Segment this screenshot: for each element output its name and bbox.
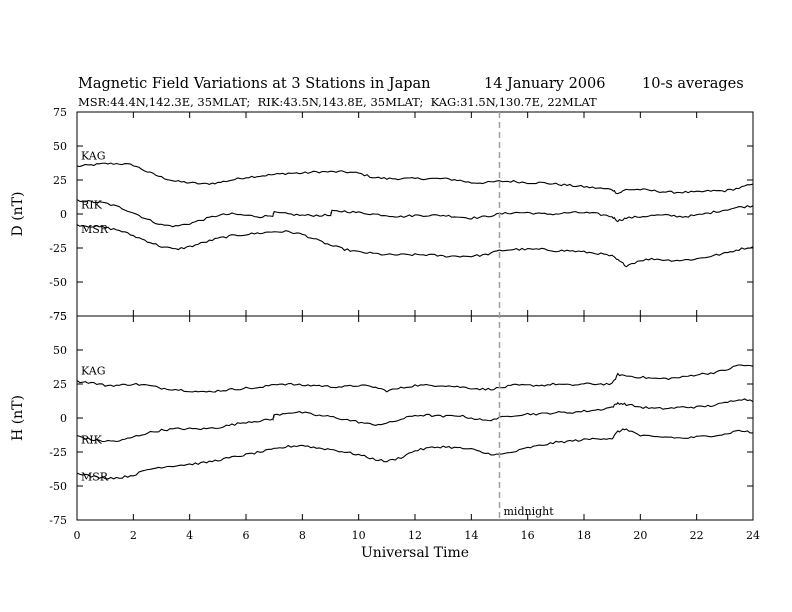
x-tick-label: 2 — [130, 529, 137, 542]
series-label-msr: MSR — [81, 223, 109, 236]
x-tick-label: 12 — [408, 529, 422, 542]
chart-subtitle: MSR:44.4N,142.3E, 35MLAT; RIK:43.5N,143.… — [78, 95, 597, 109]
x-tick-label: 16 — [521, 529, 535, 542]
series-line-msr — [76, 428, 754, 480]
x-tick-label: 8 — [299, 529, 306, 542]
midnight-label: midnight — [504, 505, 555, 518]
y-tick-label: 75 — [53, 310, 67, 323]
chart-title: Magnetic Field Variations at 3 Stations … — [78, 76, 431, 92]
y-tick-label: 50 — [53, 344, 67, 357]
y-tick-label: 75 — [53, 106, 67, 119]
y-tick-label: 0 — [60, 412, 67, 425]
chart-date: 14 January 2006 — [484, 76, 605, 92]
chart-averaging: 10-s averages — [642, 76, 744, 92]
series-line-rik — [76, 199, 754, 228]
series-label-kag: KAG — [81, 149, 106, 162]
panel-frame — [76, 315, 754, 521]
chart-titles: Magnetic Field Variations at 3 Stations … — [78, 76, 744, 109]
panel-frame — [76, 111, 754, 317]
y-tick-label: 50 — [53, 140, 67, 153]
x-axis-title: Universal Time — [361, 545, 469, 561]
x-tick-label: 4 — [186, 529, 193, 542]
series-line-kag — [76, 364, 754, 393]
x-tick-label: 14 — [464, 529, 478, 542]
x-tick-label: 0 — [74, 529, 81, 542]
x-tick-label: 24 — [746, 529, 760, 542]
y-axis-title: D (nT) — [10, 192, 26, 237]
y-axis-title: H (nT) — [10, 395, 26, 441]
y-tick-label: -50 — [49, 276, 67, 289]
x-tick-label: 10 — [352, 529, 366, 542]
x-tick-label: 20 — [633, 529, 647, 542]
y-tick-label: -25 — [49, 242, 67, 255]
series-line-msr — [76, 224, 754, 268]
y-tick-label: -50 — [49, 480, 67, 493]
series-label-rik: RIK — [81, 198, 103, 211]
y-tick-label: 25 — [53, 378, 67, 391]
series-line-rik — [76, 398, 754, 443]
series-label-kag: KAG — [81, 364, 106, 377]
y-tick-label: -75 — [49, 310, 67, 323]
x-tick-label: 18 — [577, 529, 591, 542]
y-tick-label: 25 — [53, 174, 67, 187]
series-line-kag — [76, 162, 754, 195]
series-label-msr: MSR — [81, 470, 109, 483]
y-tick-label: -25 — [49, 446, 67, 459]
y-tick-label: 0 — [60, 208, 67, 221]
y-tick-label: -75 — [49, 514, 67, 527]
x-tick-label: 6 — [243, 529, 250, 542]
x-tick-label: 22 — [690, 529, 704, 542]
series-label-rik: RIK — [81, 434, 103, 447]
